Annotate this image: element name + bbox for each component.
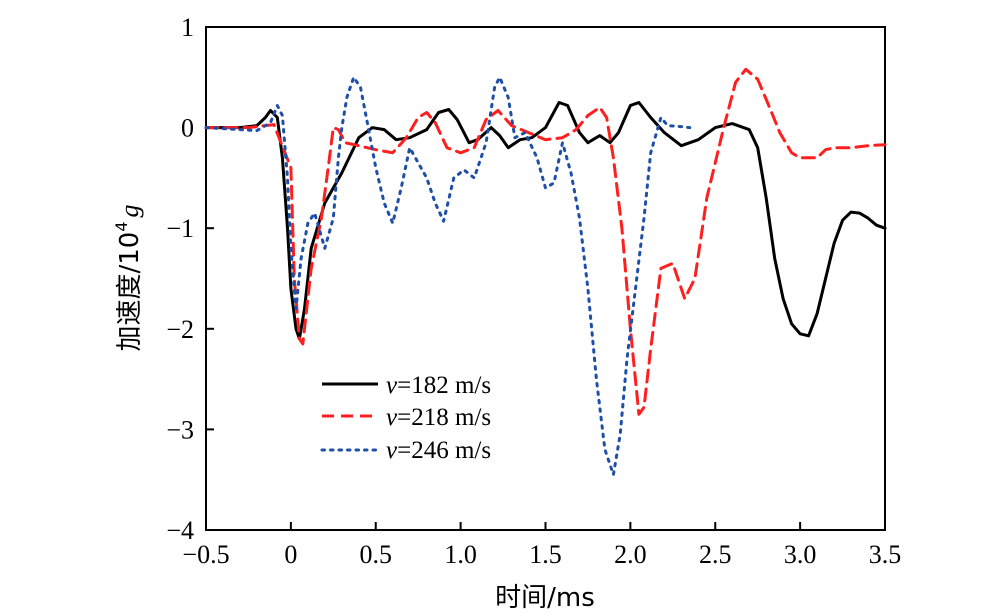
- x-tick-label: 0: [284, 540, 297, 569]
- y-axis-label-unit: g: [115, 204, 144, 217]
- x-tick-label: 1.0: [444, 540, 477, 569]
- x-tick-label: 3.0: [784, 540, 817, 569]
- legend-entry-182: v=182 m/s: [386, 372, 491, 399]
- series-line-2: [204, 67, 887, 416]
- y-tick-label: −1: [166, 214, 194, 243]
- x-axis: −0.5 0 0.5 1.0 1.5 2.0 2.5 3.0 3.5: [182, 522, 901, 569]
- x-tick-label: 0.5: [360, 540, 393, 569]
- legend-entry-246: v=246 m/s: [386, 437, 491, 464]
- y-axis-label: 加速度/104 g: [112, 204, 145, 351]
- x-axis-label: 时间/ms: [495, 583, 595, 613]
- y-tick-label: 0: [181, 114, 194, 143]
- y-axis-label-prefix: 加速度/10: [115, 232, 145, 352]
- series-group: [204, 67, 887, 477]
- series-line-1: [204, 101, 887, 341]
- y-tick-label: −4: [166, 516, 194, 545]
- x-tick-label: 3.5: [869, 540, 902, 569]
- y-axis-label-exponent: 4: [112, 221, 131, 231]
- x-tick-label: 2.5: [699, 540, 732, 569]
- y-tick-label: 1: [181, 13, 194, 42]
- legend-entry-218: v=218 m/s: [386, 404, 491, 431]
- series-line-3: [204, 75, 692, 477]
- x-tick-label: 2.0: [614, 540, 647, 569]
- legend: v=182 m/s v=218 m/s v=246 m/s: [320, 372, 491, 464]
- x-tick-label: −0.5: [182, 540, 229, 569]
- y-tick-label: −2: [166, 315, 194, 344]
- y-tick-label: −3: [166, 415, 194, 444]
- x-tick-label: 1.5: [529, 540, 562, 569]
